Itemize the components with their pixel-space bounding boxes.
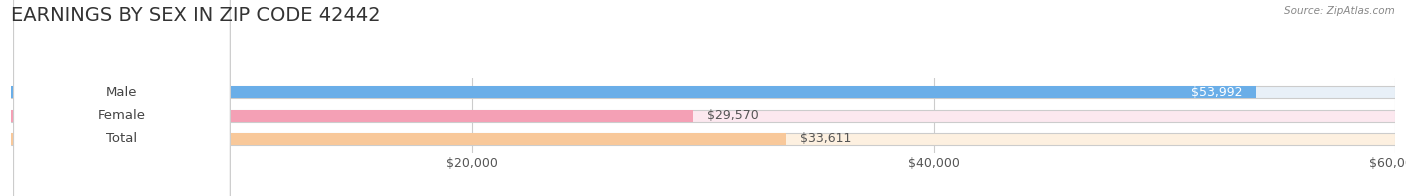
Text: $33,611: $33,611 <box>800 132 852 145</box>
FancyBboxPatch shape <box>14 0 231 196</box>
Text: EARNINGS BY SEX IN ZIP CODE 42442: EARNINGS BY SEX IN ZIP CODE 42442 <box>11 6 381 25</box>
FancyBboxPatch shape <box>14 0 231 196</box>
Text: $53,992: $53,992 <box>1191 86 1243 99</box>
Bar <box>11 110 1395 122</box>
Text: Source: ZipAtlas.com: Source: ZipAtlas.com <box>1284 6 1395 16</box>
Text: Female: Female <box>98 109 146 122</box>
Text: Male: Male <box>107 86 138 99</box>
Text: Total: Total <box>107 132 138 145</box>
Text: $29,570: $29,570 <box>707 109 759 122</box>
FancyBboxPatch shape <box>14 0 231 196</box>
Bar <box>11 86 1256 98</box>
Bar <box>11 133 786 145</box>
Bar <box>11 133 1395 145</box>
Bar <box>11 86 1395 98</box>
Bar <box>11 110 693 122</box>
